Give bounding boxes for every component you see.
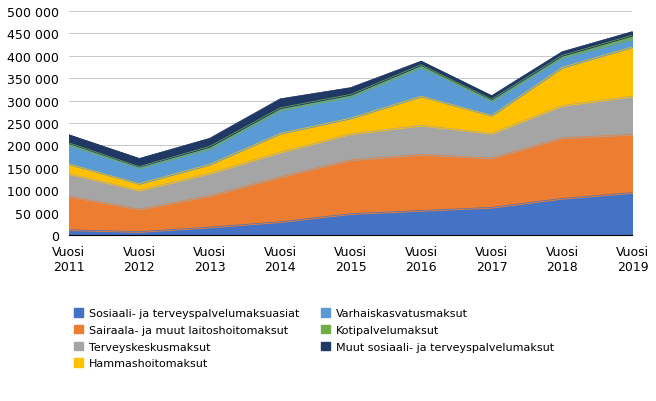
Legend: Sosiaali- ja terveyspalvelumaksuasiat, Sairaala- ja muut laitoshoitomaksut, Terv: Sosiaali- ja terveyspalvelumaksuasiat, S…	[74, 308, 554, 369]
